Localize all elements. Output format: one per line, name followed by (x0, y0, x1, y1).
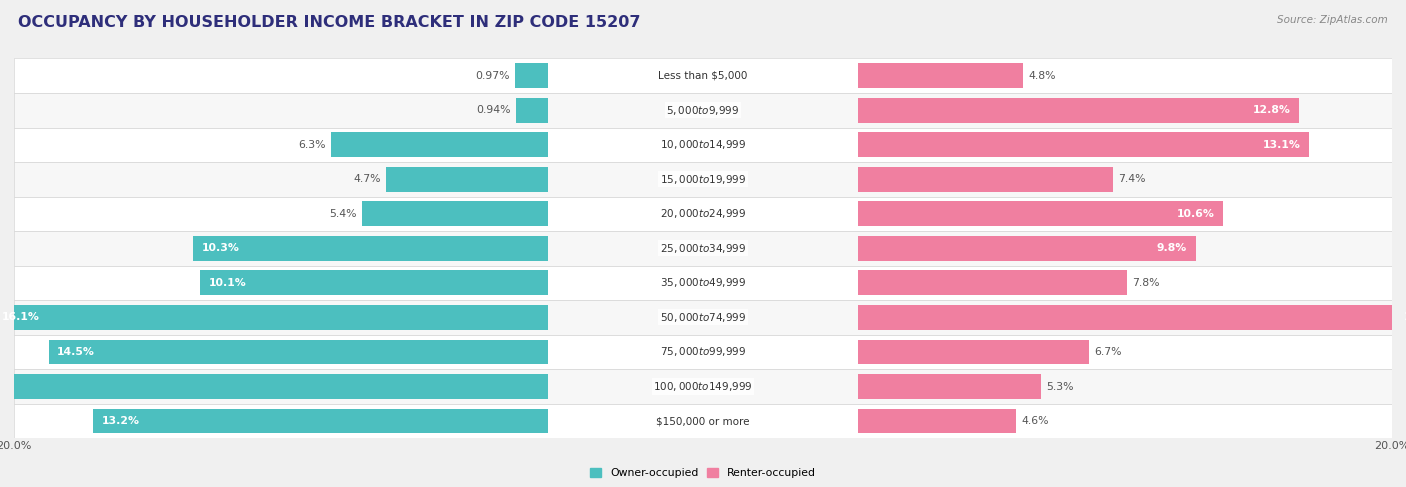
Text: $25,000 to $34,999: $25,000 to $34,999 (659, 242, 747, 255)
Text: $50,000 to $74,999: $50,000 to $74,999 (659, 311, 747, 324)
Text: $35,000 to $49,999: $35,000 to $49,999 (659, 277, 747, 289)
Bar (48, 339, 548, 364)
Text: 6.3%: 6.3% (298, 140, 326, 150)
Text: 12.8%: 12.8% (1253, 105, 1291, 115)
Text: 5.3%: 5.3% (1046, 381, 1073, 392)
Bar (858, 339, 1088, 364)
Bar (361, 202, 548, 226)
Text: 4.8%: 4.8% (1029, 71, 1056, 81)
Text: 16.1%: 16.1% (1, 313, 39, 322)
Bar (14, 335, 1392, 369)
Text: OCCUPANCY BY HOUSEHOLDER INCOME BRACKET IN ZIP CODE 15207: OCCUPANCY BY HOUSEHOLDER INCOME BRACKET … (18, 15, 641, 30)
Text: 7.8%: 7.8% (1132, 278, 1160, 288)
Text: $75,000 to $99,999: $75,000 to $99,999 (659, 345, 747, 358)
Text: $10,000 to $14,999: $10,000 to $14,999 (659, 138, 747, 151)
Bar (14, 300, 1392, 335)
Text: 10.6%: 10.6% (1177, 209, 1215, 219)
Bar (93, 409, 548, 433)
Bar (14, 197, 1392, 231)
Bar (200, 270, 548, 295)
Text: 17.2%: 17.2% (1403, 313, 1406, 322)
Bar (14, 369, 1392, 404)
Text: 10.3%: 10.3% (202, 244, 239, 253)
Bar (858, 305, 1406, 330)
Bar (858, 98, 1299, 123)
Bar (14, 93, 1392, 128)
Bar (193, 236, 548, 261)
Text: $100,000 to $149,999: $100,000 to $149,999 (654, 380, 752, 393)
Text: 13.1%: 13.1% (1263, 140, 1301, 150)
Bar (14, 58, 1392, 93)
Bar (858, 409, 1017, 433)
Bar (14, 231, 1392, 265)
Bar (858, 167, 1114, 192)
Text: Less than $5,000: Less than $5,000 (658, 71, 748, 81)
Text: $150,000 or more: $150,000 or more (657, 416, 749, 426)
Bar (14, 128, 1392, 162)
Text: $15,000 to $19,999: $15,000 to $19,999 (659, 173, 747, 186)
Bar (14, 265, 1392, 300)
Bar (516, 98, 548, 123)
Text: 14.5%: 14.5% (58, 347, 96, 357)
Legend: Owner-occupied, Renter-occupied: Owner-occupied, Renter-occupied (586, 463, 820, 482)
Text: 4.6%: 4.6% (1022, 416, 1049, 426)
Text: 9.8%: 9.8% (1157, 244, 1187, 253)
Bar (330, 132, 548, 157)
Text: 7.4%: 7.4% (1118, 174, 1146, 184)
Bar (858, 132, 1309, 157)
Text: $20,000 to $24,999: $20,000 to $24,999 (659, 207, 747, 220)
Bar (387, 167, 548, 192)
Text: 10.1%: 10.1% (208, 278, 246, 288)
Bar (0, 374, 548, 399)
Bar (14, 404, 1392, 438)
Bar (858, 236, 1195, 261)
Text: 6.7%: 6.7% (1094, 347, 1122, 357)
Text: $5,000 to $9,999: $5,000 to $9,999 (666, 104, 740, 117)
Bar (0, 305, 548, 330)
Text: 13.2%: 13.2% (101, 416, 141, 426)
Bar (515, 63, 548, 88)
Bar (858, 270, 1126, 295)
Text: Source: ZipAtlas.com: Source: ZipAtlas.com (1277, 15, 1388, 25)
Bar (14, 162, 1392, 197)
Bar (858, 63, 1024, 88)
Bar (858, 374, 1040, 399)
Bar (858, 202, 1223, 226)
Text: 0.97%: 0.97% (475, 71, 509, 81)
Text: 4.7%: 4.7% (353, 174, 381, 184)
Text: 5.4%: 5.4% (329, 209, 357, 219)
Text: 0.94%: 0.94% (477, 105, 510, 115)
